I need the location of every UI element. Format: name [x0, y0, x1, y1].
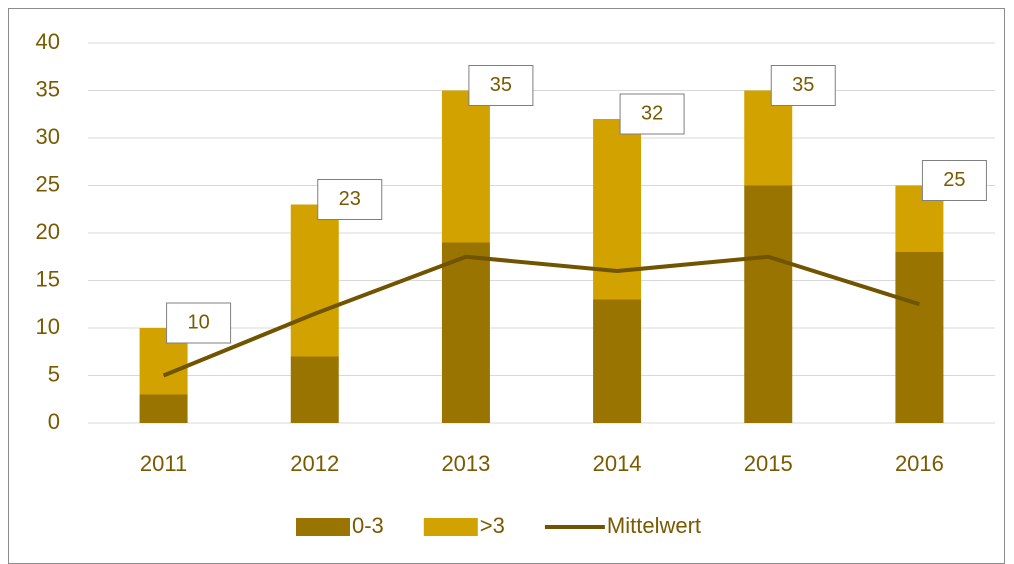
mean-line — [162, 254, 921, 378]
total-label: 10 — [187, 311, 209, 333]
bar-segment — [290, 204, 339, 357]
legend-label: Mittelwert — [607, 513, 701, 538]
y-tick-label: 25 — [36, 171, 60, 196]
bar-segment — [441, 242, 490, 423]
bar-segment — [895, 252, 944, 423]
bar-segment — [744, 185, 793, 423]
y-tick-label: 20 — [36, 219, 60, 244]
legend-label: 0-3 — [352, 513, 384, 538]
legend-label: >3 — [480, 513, 505, 538]
y-tick-label: 10 — [36, 314, 60, 339]
x-tick-label: 2016 — [895, 451, 944, 476]
total-label-box — [468, 65, 534, 106]
total-label-box — [619, 93, 685, 135]
total-label: 25 — [943, 169, 965, 191]
x-tick-label: 2011 — [140, 451, 187, 476]
y-tick-label: 35 — [36, 76, 60, 101]
legend-swatch — [423, 518, 478, 536]
legend-swatch — [296, 518, 350, 536]
bar-segment — [290, 356, 339, 423]
x-tick-label: 2013 — [441, 451, 490, 476]
total-label-box — [921, 160, 987, 201]
bar-segment — [744, 90, 793, 186]
total-label: 35 — [490, 74, 512, 96]
total-label: 35 — [792, 74, 814, 96]
total-label-box — [770, 65, 836, 106]
total-label-box — [317, 179, 383, 220]
total-label: 23 — [339, 188, 361, 210]
y-tick-label: 5 — [48, 361, 60, 386]
y-tick-label: 15 — [36, 266, 60, 291]
x-tick-label: 2014 — [593, 451, 642, 476]
bar-segment — [139, 394, 188, 423]
x-tick-label: 2012 — [290, 451, 339, 476]
bar-segment — [593, 299, 642, 423]
y-tick-label: 40 — [36, 29, 60, 54]
y-tick-label: 0 — [48, 409, 60, 434]
total-label: 32 — [641, 102, 663, 124]
bar-segment — [441, 90, 490, 243]
y-tick-label: 30 — [36, 124, 60, 149]
x-tick-label: 2015 — [744, 451, 793, 476]
total-label-box — [166, 302, 232, 344]
